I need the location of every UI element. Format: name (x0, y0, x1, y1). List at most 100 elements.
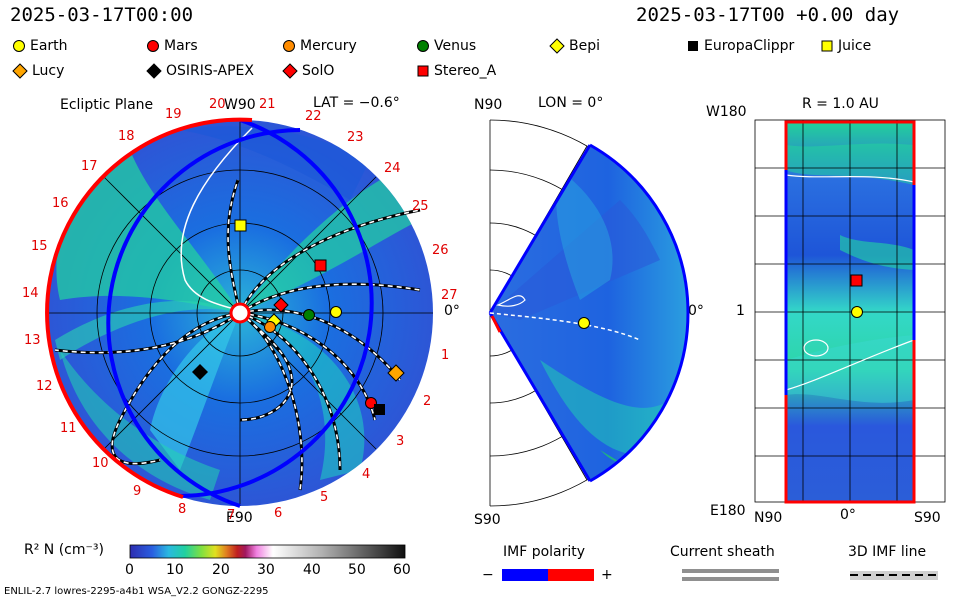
europaclippr-marker-icon (688, 41, 698, 51)
colorbar-tick-0: 0 (125, 562, 134, 578)
colorbar-tick-60: 60 (393, 562, 411, 578)
e90-label: E90 (226, 510, 253, 526)
sector-15: 15 (31, 239, 48, 254)
sector-7: 7 (227, 508, 236, 523)
radial-stereo-a (850, 274, 863, 287)
ecliptic-juice (234, 219, 247, 232)
earth-marker-icon (13, 40, 25, 52)
sector-10: 10 (92, 456, 109, 471)
latitude-label: LAT = −0.6° (313, 95, 400, 111)
legend-europaclippr: EuropaClippr (686, 38, 794, 54)
x-s90-label: S90 (914, 510, 941, 526)
ecliptic-osiris-apex (192, 364, 208, 380)
ecliptic-zero-label: 0° (444, 303, 460, 319)
sector-21: 21 (259, 97, 276, 112)
ecliptic-lucy (387, 364, 405, 382)
sector-23: 23 (347, 130, 364, 145)
legend-venus: Venus (416, 38, 476, 54)
sector-13: 13 (24, 333, 41, 348)
stereo-a-marker-icon (417, 65, 429, 77)
venus-marker-icon (417, 40, 429, 52)
sector-22: 22 (305, 109, 322, 124)
mars-marker-icon (147, 40, 159, 52)
bepi-marker-icon (549, 38, 565, 54)
x-zero-label: 0° (840, 507, 856, 523)
longitude-label: LON = 0° (538, 95, 604, 111)
sector-11: 11 (60, 421, 77, 436)
radius-label: R = 1.0 AU (802, 96, 879, 112)
colorbar-tick-50: 50 (348, 562, 366, 578)
juice-marker-icon (821, 40, 833, 52)
x-n90-label: N90 (754, 510, 783, 526)
radial-earth (851, 306, 863, 318)
sector-24: 24 (384, 161, 401, 176)
legend-bepi: Bepi (549, 38, 600, 54)
sector-1: 1 (441, 348, 450, 363)
sector-16: 16 (52, 196, 69, 211)
lucy-marker-icon (12, 63, 28, 79)
middle-one-label: 1 (736, 303, 745, 319)
sector-18: 18 (118, 129, 135, 144)
ecliptic-europaclippr (374, 404, 385, 415)
sector-9: 9 (133, 484, 142, 499)
imf-negative-swatch (502, 569, 548, 581)
density-colorbar (129, 544, 406, 559)
imf-minus-label: − (482, 567, 494, 583)
e180-label: E180 (710, 503, 746, 519)
colorbar-tick-10: 10 (166, 562, 184, 578)
body-legend: Earth Mars Mercury Venus Bepi EuropaClip… (0, 38, 960, 84)
ecliptic-plane-label: Ecliptic Plane (60, 97, 154, 113)
n90-label: N90 (474, 97, 503, 113)
sector-25: 25 (412, 199, 429, 214)
current-sheath-title: Current sheath (670, 544, 775, 560)
sector-26: 26 (432, 243, 449, 258)
sector-3: 3 (396, 434, 405, 449)
meridional-panel (488, 119, 690, 507)
sector-27: 27 (441, 288, 458, 303)
current-sheath-swatch-top (682, 569, 779, 573)
ecliptic-solo (273, 297, 289, 313)
legend-lucy: Lucy (12, 63, 64, 79)
meridional-zero-label: 0° (688, 303, 704, 319)
legend-mars: Mars (146, 38, 198, 54)
sector-17: 17 (81, 159, 98, 174)
legend-juice: Juice (820, 38, 871, 54)
legend-stereo-a: Stereo_A (416, 63, 496, 79)
colorbar-tick-40: 40 (303, 562, 321, 578)
elapsed-title: 2025-03-17T00 +0.00 day (636, 4, 900, 26)
radial-panel (754, 119, 946, 504)
model-footer: ENLIL-2.7 lowres-2295-a4b1 WSA_V2.2 GONG… (4, 586, 269, 597)
w180-label: W180 (706, 104, 747, 120)
current-sheath-swatch-bottom (682, 577, 779, 581)
ecliptic-mars (365, 397, 377, 409)
mercury-marker-icon (283, 40, 295, 52)
meridional-earth (578, 317, 590, 329)
datetime-title: 2025-03-17T00:00 (10, 4, 194, 26)
s90-label: S90 (474, 512, 501, 528)
solo-marker-icon (282, 63, 298, 79)
ecliptic-mercury (264, 321, 276, 333)
ecliptic-earth (330, 306, 342, 318)
imf-polarity-title: IMF polarity (503, 544, 586, 560)
colorbar-label: R² N (cm⁻³) (24, 542, 104, 558)
sector-8: 8 (178, 502, 187, 517)
ecliptic-panel (45, 117, 433, 508)
ecliptic-venus (303, 309, 315, 321)
legend-osiris-apex: OSIRIS-APEX (146, 63, 254, 79)
legend-solo: SolO (282, 63, 334, 79)
sector-5: 5 (320, 490, 329, 505)
colorbar-tick-20: 20 (212, 562, 230, 578)
osiris-apex-marker-icon (146, 63, 162, 79)
imf3d-title: 3D IMF line (848, 544, 927, 560)
legend-earth: Earth (12, 38, 68, 54)
w90-label: W90 (224, 97, 256, 113)
legend-mercury: Mercury (282, 38, 357, 54)
imf-positive-swatch (548, 569, 594, 581)
imf-plus-label: + (601, 567, 613, 583)
sector-6: 6 (274, 506, 283, 521)
sector-12: 12 (36, 379, 53, 394)
ecliptic-stereo-a (314, 259, 327, 272)
sector-4: 4 (362, 467, 371, 482)
colorbar-tick-30: 30 (257, 562, 275, 578)
